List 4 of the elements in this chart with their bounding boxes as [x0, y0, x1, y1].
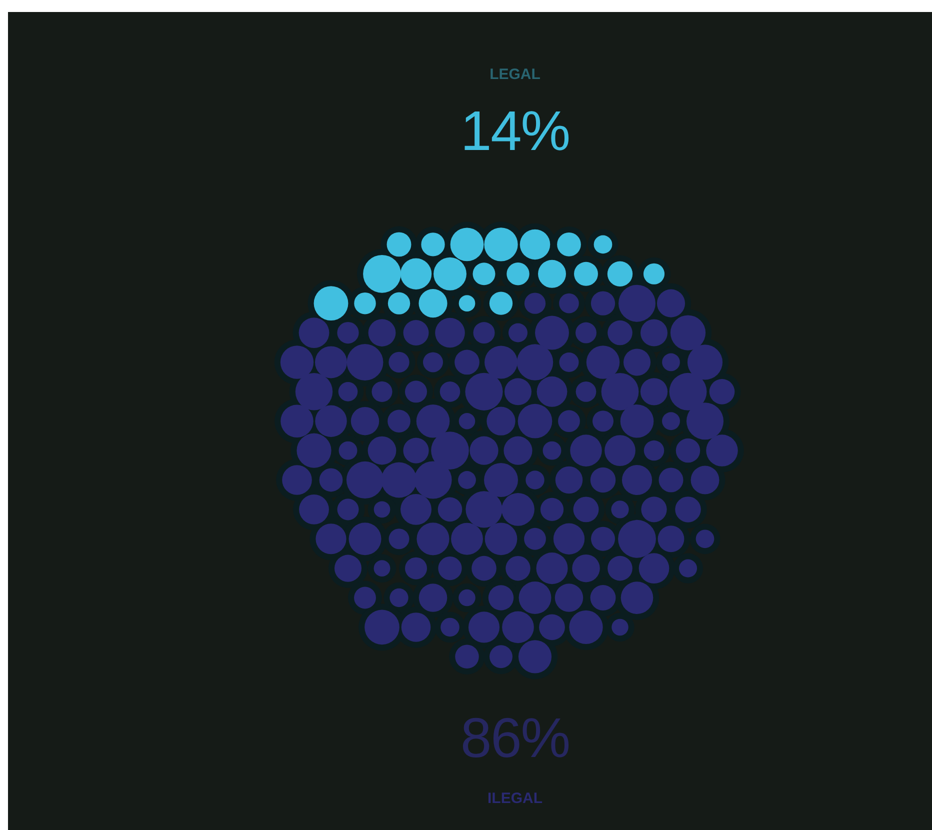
- data-label: 86%: [459, 705, 571, 770]
- category-label: LEGAL: [488, 66, 542, 83]
- category-label: ILEGAL: [486, 790, 544, 807]
- data-label: 14%: [459, 98, 571, 163]
